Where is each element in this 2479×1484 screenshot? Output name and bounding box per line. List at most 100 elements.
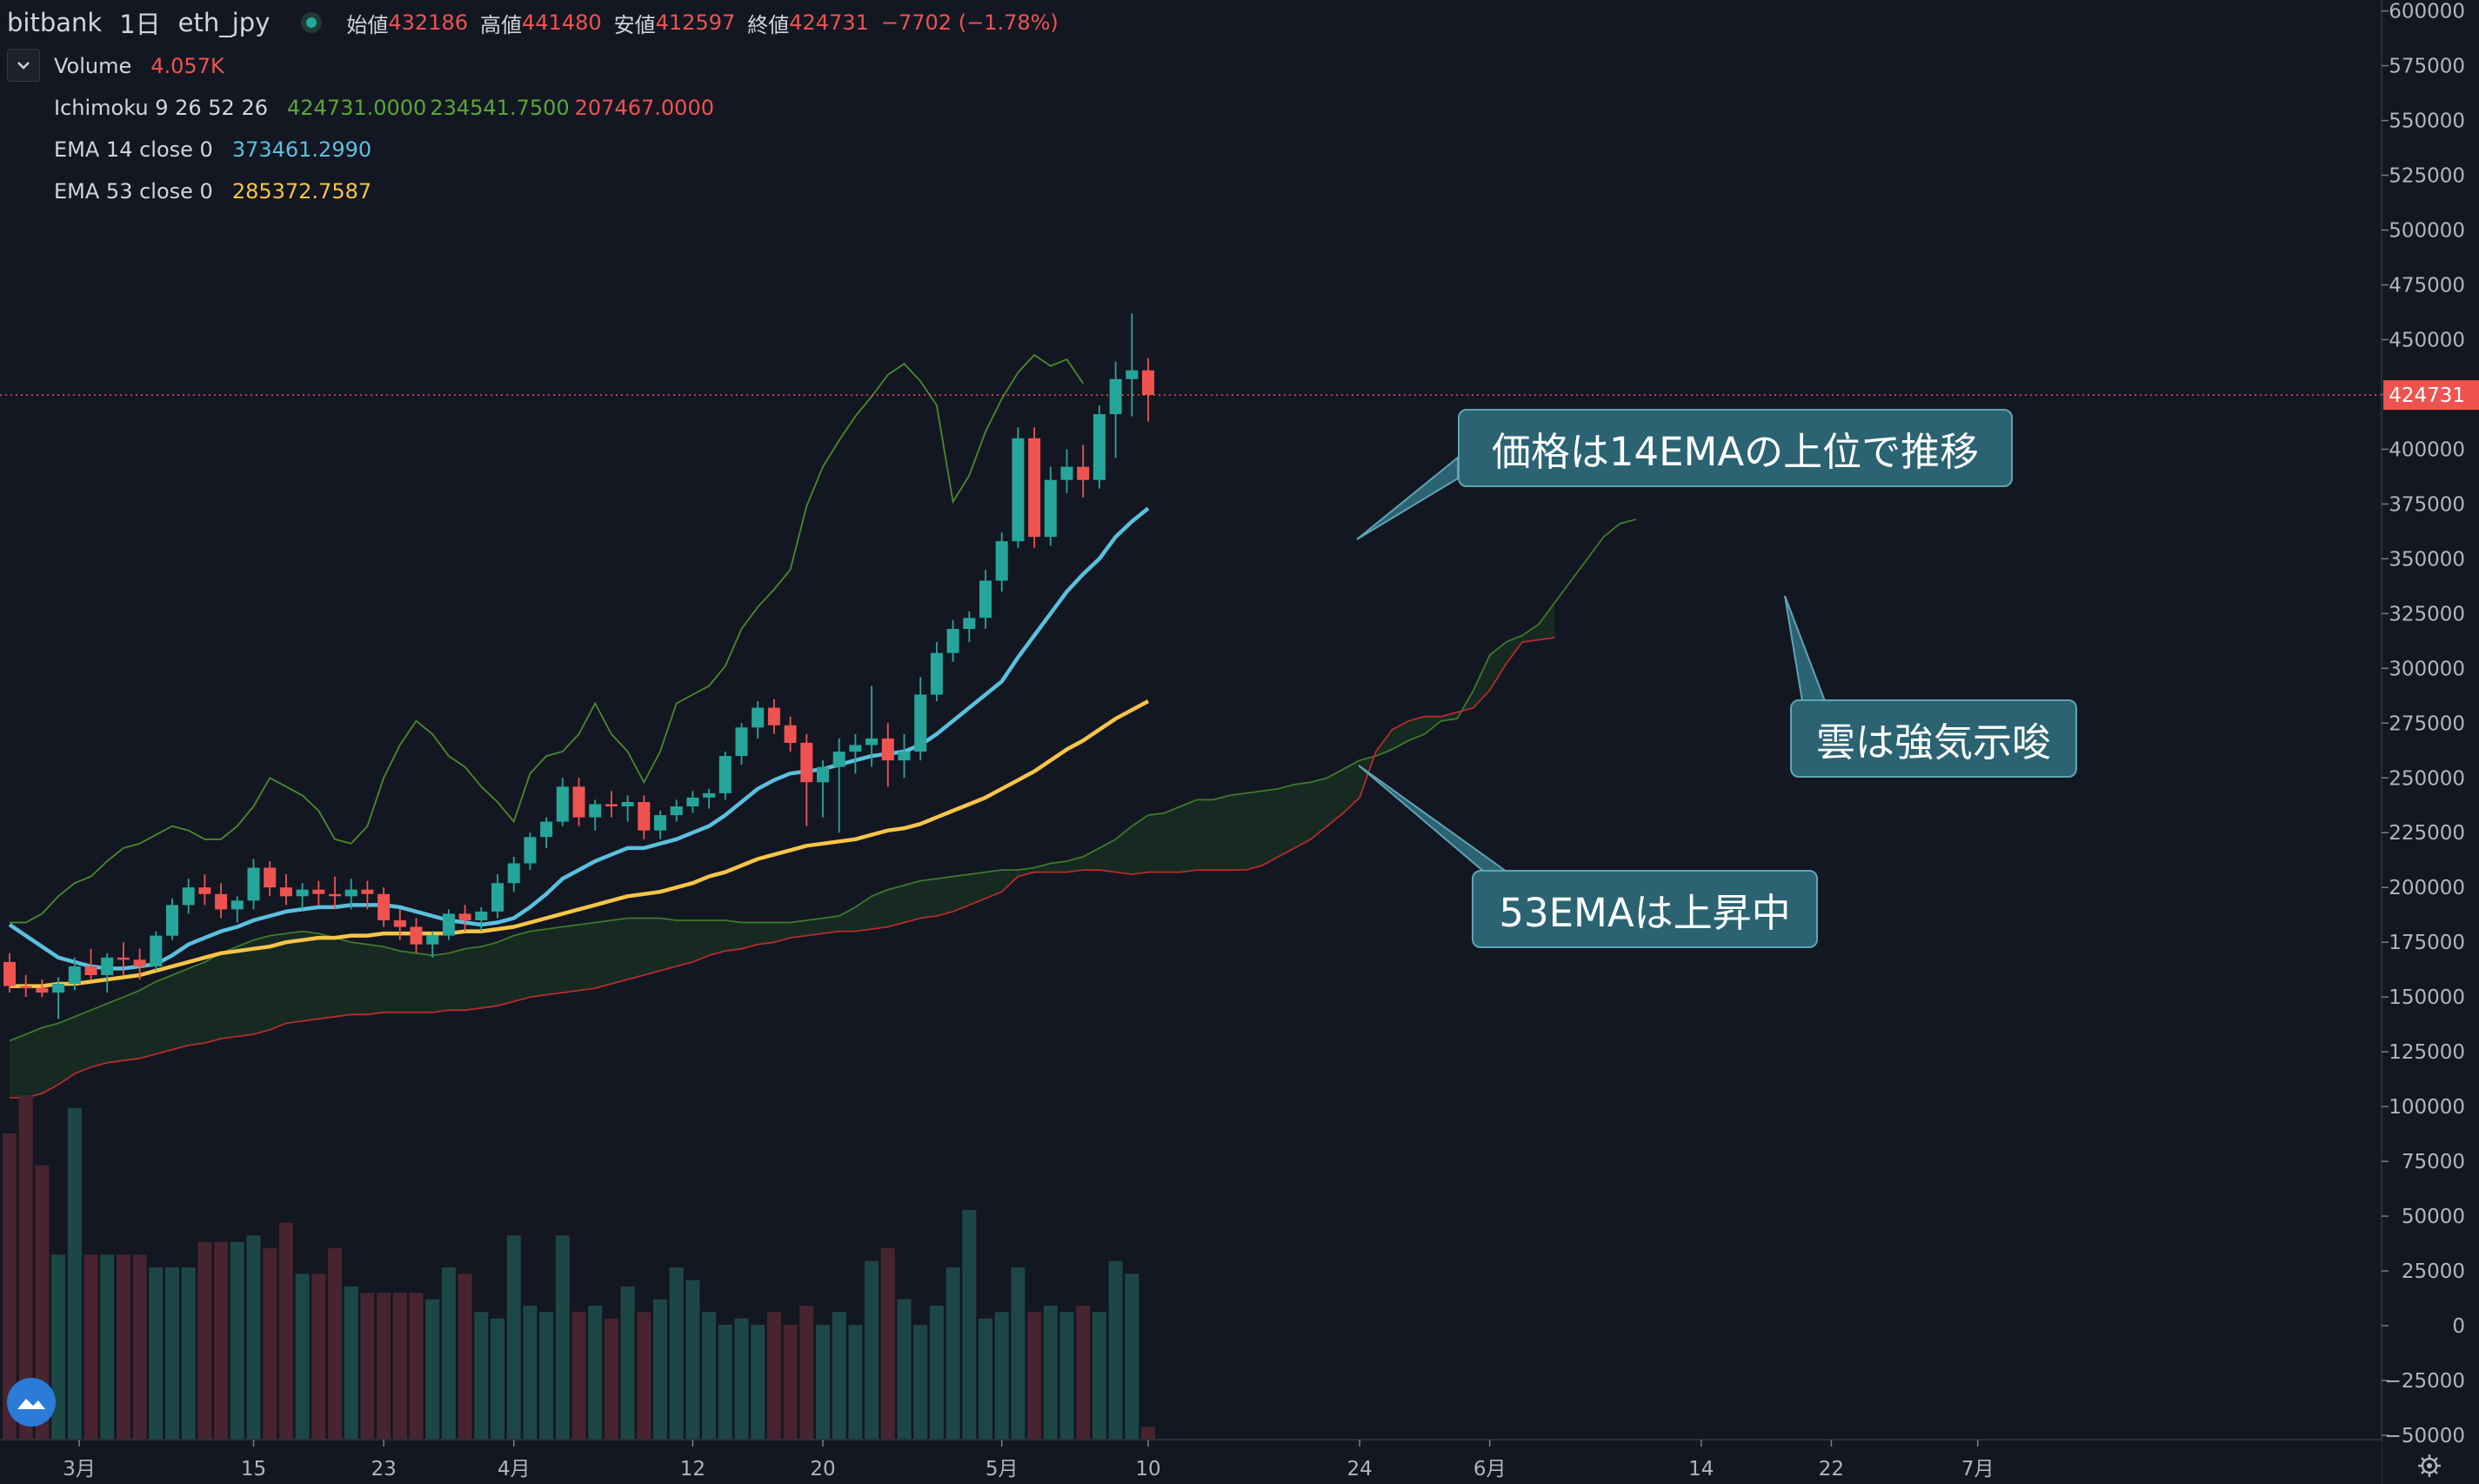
time-tick-label: 23 bbox=[371, 1458, 396, 1481]
volume-bar bbox=[1141, 1427, 1155, 1440]
volume-bar bbox=[295, 1273, 310, 1440]
price-tick-label: 125000 bbox=[2389, 1041, 2465, 1064]
price-tick-label: 225000 bbox=[2389, 822, 2465, 845]
candle-body bbox=[817, 766, 829, 783]
volume-bar bbox=[84, 1254, 98, 1440]
time-tick-label: 10 bbox=[1135, 1458, 1160, 1481]
pair-label[interactable]: eth_jpy bbox=[177, 8, 271, 37]
candle-body bbox=[1092, 414, 1106, 480]
volume-bar bbox=[604, 1318, 618, 1440]
candle-body bbox=[215, 893, 228, 910]
candle-body bbox=[654, 815, 666, 831]
candle-body bbox=[703, 792, 716, 798]
callout-ema53-rising[interactable]: 53EMAは上昇中 bbox=[1472, 870, 1818, 948]
candle-body bbox=[1077, 466, 1090, 480]
volume-bar bbox=[197, 1241, 212, 1440]
volume-bar bbox=[1011, 1267, 1026, 1440]
volume-bar bbox=[945, 1267, 960, 1440]
gear-icon[interactable] bbox=[2416, 1453, 2442, 1479]
volume-bar bbox=[425, 1299, 440, 1440]
volume-bar bbox=[100, 1254, 115, 1440]
price-tick-label: 275000 bbox=[2389, 712, 2465, 735]
volume-legend[interactable]: Volume 4.057K bbox=[54, 50, 224, 82]
time-tick-label: 12 bbox=[680, 1458, 705, 1481]
volume-bar bbox=[669, 1267, 684, 1440]
price-tick-label: 400000 bbox=[2389, 438, 2465, 461]
ichimoku-legend[interactable]: Ichimoku 9 26 52 26 424731.0000 234541.7… bbox=[54, 92, 714, 124]
volume-bar bbox=[734, 1318, 749, 1440]
volume-bar bbox=[278, 1222, 293, 1440]
market-status-icon bbox=[301, 12, 323, 33]
indicator-lines bbox=[0, 353, 2382, 988]
volume-bar bbox=[214, 1241, 229, 1440]
price-tick-label: −50000 bbox=[2385, 1425, 2465, 1447]
volume-bar bbox=[230, 1241, 244, 1440]
volume-bar bbox=[181, 1267, 196, 1440]
volume-bar bbox=[441, 1267, 456, 1440]
close-label: 終値 bbox=[747, 12, 790, 37]
ichimoku-cloud bbox=[9, 518, 1637, 1099]
time-tick-label: 15 bbox=[241, 1458, 266, 1481]
callout-price-above-ema[interactable]: 価格は14EMAの上位で推移 bbox=[1458, 409, 2013, 487]
price-tick-label: 50000 bbox=[2402, 1206, 2465, 1228]
price-axis[interactable]: 6000005750005500005250005000004750004500… bbox=[2381, 0, 2479, 1484]
volume-bar bbox=[1092, 1312, 1106, 1440]
candle-body bbox=[378, 893, 391, 920]
candle-body bbox=[133, 959, 146, 966]
volume-bar bbox=[246, 1235, 261, 1440]
volume-bar bbox=[3, 1133, 17, 1440]
collapse-legend-button[interactable] bbox=[7, 49, 40, 82]
price-tick-label: 500000 bbox=[2389, 219, 2465, 242]
price-tick-label: 100000 bbox=[2389, 1096, 2465, 1119]
candle-body bbox=[735, 727, 748, 756]
candle-body bbox=[605, 804, 618, 806]
price-tick-label: 575000 bbox=[2389, 56, 2465, 78]
candle-body bbox=[849, 745, 862, 752]
candle-body bbox=[198, 887, 211, 894]
price-tick-label: 250000 bbox=[2389, 767, 2465, 790]
price-tick-label: 75000 bbox=[2402, 1151, 2465, 1173]
cloud-fill bbox=[10, 602, 1555, 1098]
volume-bar bbox=[702, 1312, 717, 1440]
candle-body bbox=[638, 802, 651, 831]
volume-bar bbox=[979, 1318, 992, 1440]
time-axis[interactable]: 3月 15 23 4月 12 20 5月 10 24 6月 14 22 7月 bbox=[0, 1439, 2382, 1484]
time-tick-label: 22 bbox=[1819, 1458, 1844, 1481]
open-label: 始値 bbox=[346, 12, 389, 37]
ema53-legend[interactable]: EMA 53 close 0 285372.7587 bbox=[54, 176, 371, 207]
exchange-name[interactable]: bitbank bbox=[7, 8, 103, 37]
candle-body bbox=[800, 742, 813, 783]
time-tick-label: 3月 bbox=[63, 1458, 96, 1481]
candle-body bbox=[1044, 479, 1057, 538]
callout-cloud-bullish[interactable]: 雲は強気示唆 bbox=[1790, 699, 2077, 778]
candle-body bbox=[589, 804, 602, 818]
volume-bar bbox=[816, 1325, 830, 1440]
candle-body bbox=[621, 802, 634, 806]
volume-bar bbox=[523, 1306, 538, 1440]
volume-bar bbox=[832, 1312, 846, 1440]
ema14-legend[interactable]: EMA 14 close 0 373461.2990 bbox=[54, 134, 371, 165]
interval-label[interactable]: 1日 bbox=[119, 10, 161, 39]
time-tick-label: 7月 bbox=[1961, 1458, 1995, 1481]
volume-bar bbox=[116, 1254, 130, 1440]
volume-bar bbox=[1125, 1273, 1139, 1440]
candle-body bbox=[524, 837, 537, 864]
candle-body bbox=[84, 966, 97, 975]
candle-body bbox=[752, 707, 765, 728]
tradingview-logo[interactable] bbox=[7, 1378, 56, 1427]
candle-body bbox=[426, 935, 439, 945]
callout-pointers bbox=[1356, 455, 1827, 872]
volume-bar bbox=[311, 1273, 326, 1440]
ema14-name: EMA 14 close 0 bbox=[54, 137, 213, 162]
open-value: 432186 bbox=[388, 10, 469, 35]
volume-bar bbox=[897, 1299, 912, 1440]
volume-bar bbox=[458, 1273, 472, 1440]
change-value: −7702 (−1.78%) bbox=[880, 10, 1059, 35]
candle-body bbox=[296, 889, 309, 897]
price-tick-label: 0 bbox=[2452, 1315, 2465, 1338]
candle-body bbox=[832, 752, 845, 767]
volume-bar bbox=[1059, 1312, 1074, 1440]
candle-body bbox=[1109, 378, 1122, 415]
candle-body bbox=[393, 920, 406, 927]
